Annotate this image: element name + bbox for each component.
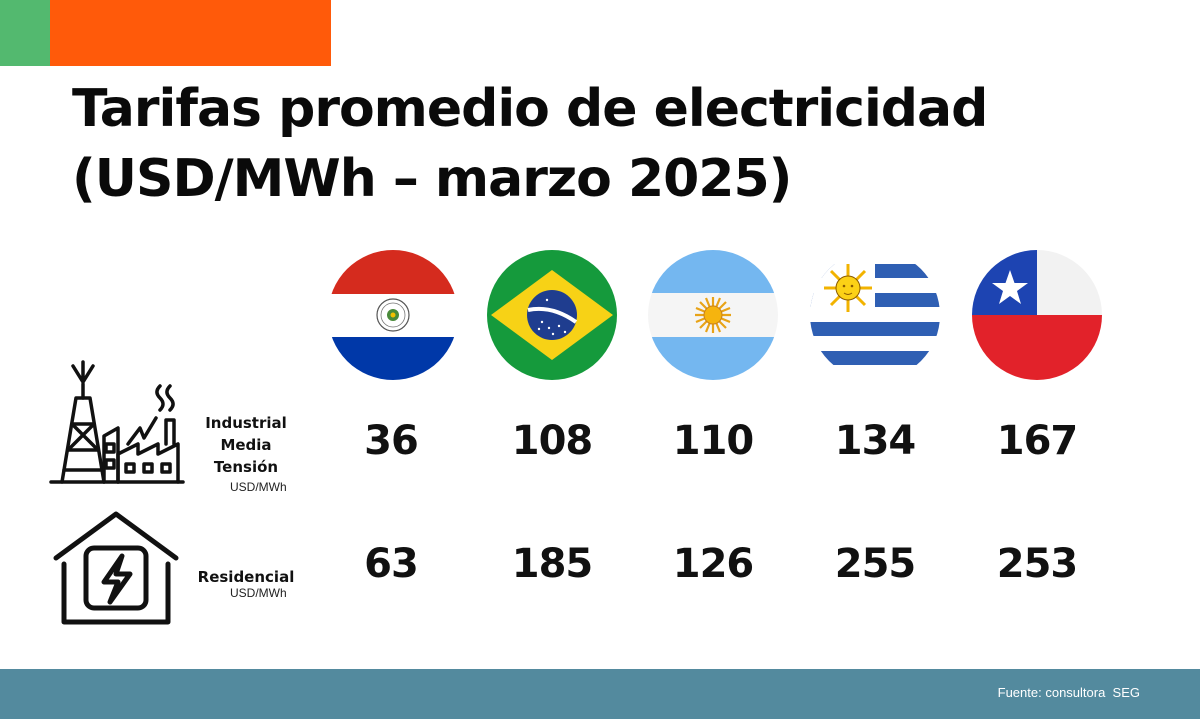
value-residencial-uruguay: 255 bbox=[834, 541, 917, 587]
argentina-flag-icon bbox=[648, 250, 778, 380]
page-title: Tarifas promedio de electricidad (USD/MW… bbox=[72, 74, 1132, 214]
value-industrial-chile: 167 bbox=[996, 418, 1079, 464]
value-industrial-uruguay: 134 bbox=[834, 418, 917, 464]
industrial-label-line-1: Industrial bbox=[205, 414, 287, 432]
title-line-2: (USD/MWh – marzo 2025) bbox=[72, 149, 792, 209]
industrial-label-line-2: Media bbox=[220, 436, 272, 454]
residencial-label: Residencial bbox=[197, 568, 295, 586]
value-residencial-brasil: 185 bbox=[511, 541, 594, 587]
title-line-1: Tarifas promedio de electricidad bbox=[72, 79, 988, 139]
value-residencial-chile: 253 bbox=[996, 541, 1079, 587]
factory-tower-icon bbox=[48, 358, 188, 488]
accent-green-bar bbox=[0, 0, 50, 66]
value-industrial-brasil: 108 bbox=[511, 418, 594, 464]
residencial-unit: USD/MWh bbox=[230, 586, 287, 600]
value-industrial-argentina: 110 bbox=[672, 418, 755, 464]
industrial-label-line-3: Tensión bbox=[213, 458, 279, 476]
house-lightning-icon bbox=[50, 508, 182, 628]
chile-flag-icon bbox=[972, 250, 1102, 380]
industrial-unit: USD/MWh bbox=[230, 480, 287, 494]
paraguay-flag-icon bbox=[328, 250, 458, 380]
industrial-label: Industrial Media Tensión bbox=[196, 412, 296, 478]
uruguay-flag-icon bbox=[810, 250, 940, 380]
source-text: Fuente: consultora SEG bbox=[997, 685, 1140, 700]
accent-orange-bar bbox=[50, 0, 331, 66]
footer-bar: Fuente: consultora SEG bbox=[0, 669, 1200, 719]
brazil-flag-icon bbox=[487, 250, 617, 380]
value-residencial-argentina: 126 bbox=[672, 541, 755, 587]
value-residencial-paraguay: 63 bbox=[364, 541, 419, 587]
value-industrial-paraguay: 36 bbox=[364, 418, 419, 464]
